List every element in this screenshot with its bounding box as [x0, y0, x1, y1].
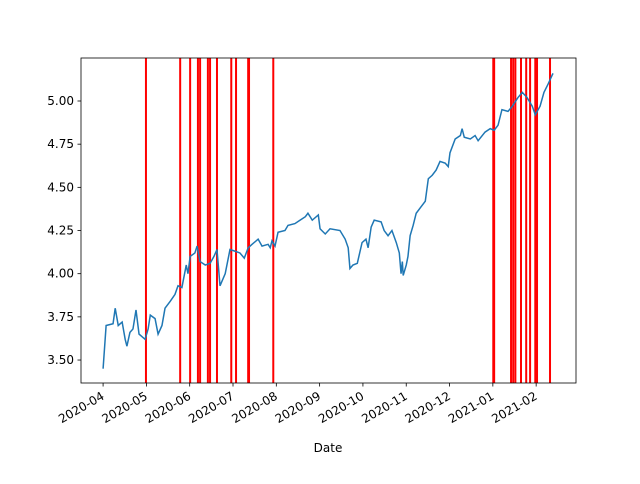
y-tick-label: 5.00	[47, 94, 74, 108]
x-axis-label: Date	[314, 441, 343, 455]
data-line	[102, 73, 554, 369]
x-tick-label: 2020-06	[143, 389, 193, 426]
x-tick-label: 2021-02	[489, 389, 539, 426]
x-tick-label: 2020-09	[273, 389, 323, 426]
x-tick-label: 2020-08	[229, 389, 279, 426]
x-tick-label: 2021-01	[446, 389, 496, 426]
y-tick-label: 4.00	[47, 267, 74, 281]
x-tick-label: 2020-07	[186, 389, 236, 426]
x-tick-label: 2020-12	[403, 389, 453, 426]
x-tick-label: 2020-05	[99, 389, 149, 426]
y-tick-label: 4.25	[47, 224, 74, 238]
y-tick-label: 4.75	[47, 137, 74, 151]
x-tick-label: 2020-04	[56, 389, 106, 426]
y-tick-label: 4.50	[47, 180, 74, 194]
y-tick-label: 3.75	[47, 310, 74, 324]
x-tick-label: 2020-11	[359, 389, 409, 426]
y-tick-label: 3.50	[47, 353, 74, 367]
plot-frame	[80, 57, 577, 384]
x-tick-label: 2020-10	[316, 389, 366, 426]
